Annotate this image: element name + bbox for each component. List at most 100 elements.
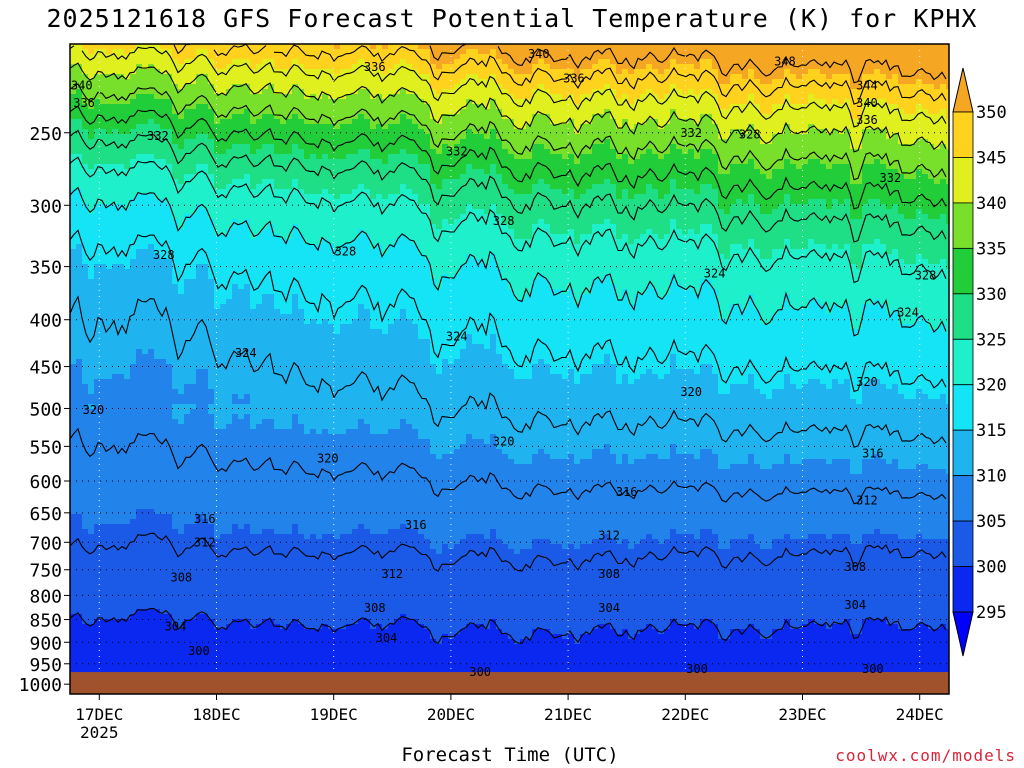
heatmap-cell [124,444,131,450]
heatmap-cell [172,584,179,590]
heatmap-cell [256,599,263,605]
heatmap-cell [166,204,173,210]
heatmap-cell [112,69,119,75]
heatmap-cell [280,514,287,520]
heatmap-cell [202,209,209,215]
heatmap-cell [208,274,215,280]
heatmap-cell [250,464,257,470]
heatmap-cell [298,199,305,205]
heatmap-cell [148,379,155,385]
heatmap-cell [262,489,269,495]
heatmap-cell [280,354,287,360]
heatmap-cell [238,594,245,600]
heatmap-cell [160,294,167,300]
heatmap-cell [274,609,281,615]
heatmap-cell [178,459,185,465]
heatmap-cell [178,549,185,555]
heatmap-cell [148,214,155,220]
heatmap-cell [124,629,131,635]
heatmap-cell [298,139,305,145]
heatmap-cell [70,374,77,380]
heatmap-cell [118,314,125,320]
heatmap-cell [202,129,209,135]
heatmap-cell [76,439,83,445]
heatmap-cell [160,414,167,420]
heatmap-cell [166,569,173,575]
heatmap-cell [208,529,215,535]
heatmap-cell [88,589,95,595]
heatmap-cell [220,299,227,305]
heatmap-cell [184,624,191,630]
heatmap-cell [190,459,197,465]
heatmap-cell [244,519,251,525]
heatmap-cell [148,139,155,145]
heatmap-cell [148,654,155,660]
heatmap-cell [100,574,107,580]
heatmap-cell [82,129,89,135]
heatmap-cell [148,334,155,340]
heatmap-cell [106,304,113,310]
heatmap-cell [82,399,89,405]
heatmap-cell [262,134,269,140]
heatmap-cell [184,399,191,405]
heatmap-cell [220,569,227,575]
heatmap-cell [178,544,185,550]
heatmap-cell [160,139,167,145]
heatmap-cell [70,234,77,240]
heatmap-cell [208,499,215,505]
heatmap-cell [70,259,77,265]
heatmap-cell [142,429,149,435]
heatmap-cell [268,539,275,545]
heatmap-cell [196,514,203,520]
heatmap-cell [94,154,101,160]
heatmap-cell [196,399,203,405]
heatmap-cell [244,404,251,410]
heatmap-cell [124,124,131,130]
heatmap-cell [154,594,161,600]
heatmap-cell [106,574,113,580]
heatmap-cell [166,544,173,550]
heatmap-cell [274,284,281,290]
heatmap-cell [238,624,245,630]
heatmap-cell [142,394,149,400]
heatmap-cell [82,649,89,655]
heatmap-cell [208,639,215,645]
heatmap-cell [76,254,83,260]
heatmap-cell [238,649,245,655]
heatmap-cell [136,319,143,325]
heatmap-cell [142,644,149,650]
heatmap-cell [178,84,185,90]
heatmap-cell [232,639,239,645]
heatmap-cell [148,354,155,360]
heatmap-cell [100,289,107,295]
heatmap-cell [160,629,167,635]
heatmap-cell [76,249,83,255]
heatmap-cell [100,264,107,270]
heatmap-cell [76,669,83,675]
heatmap-cell [88,199,95,205]
heatmap-cell [130,459,137,465]
heatmap-cell [286,634,293,640]
heatmap-cell [166,179,173,185]
heatmap-cell [142,309,149,315]
heatmap-cell [130,464,137,470]
heatmap-cell [76,444,83,450]
heatmap-cell [100,529,107,535]
heatmap-cell [280,454,287,460]
heatmap-cell [226,319,233,325]
heatmap-cell [166,224,173,230]
heatmap-cell [124,144,131,150]
heatmap-cell [154,609,161,615]
heatmap-cell [244,619,251,625]
heatmap-cell [280,179,287,185]
heatmap-cell [172,224,179,230]
heatmap-cell [298,119,305,125]
heatmap-cell [136,144,143,150]
heatmap-cell [292,339,299,345]
heatmap-cell [130,644,137,650]
heatmap-cell [220,274,227,280]
heatmap-cell [256,434,263,440]
heatmap-cell [238,544,245,550]
heatmap-cell [184,504,191,510]
heatmap-cell [94,434,101,440]
